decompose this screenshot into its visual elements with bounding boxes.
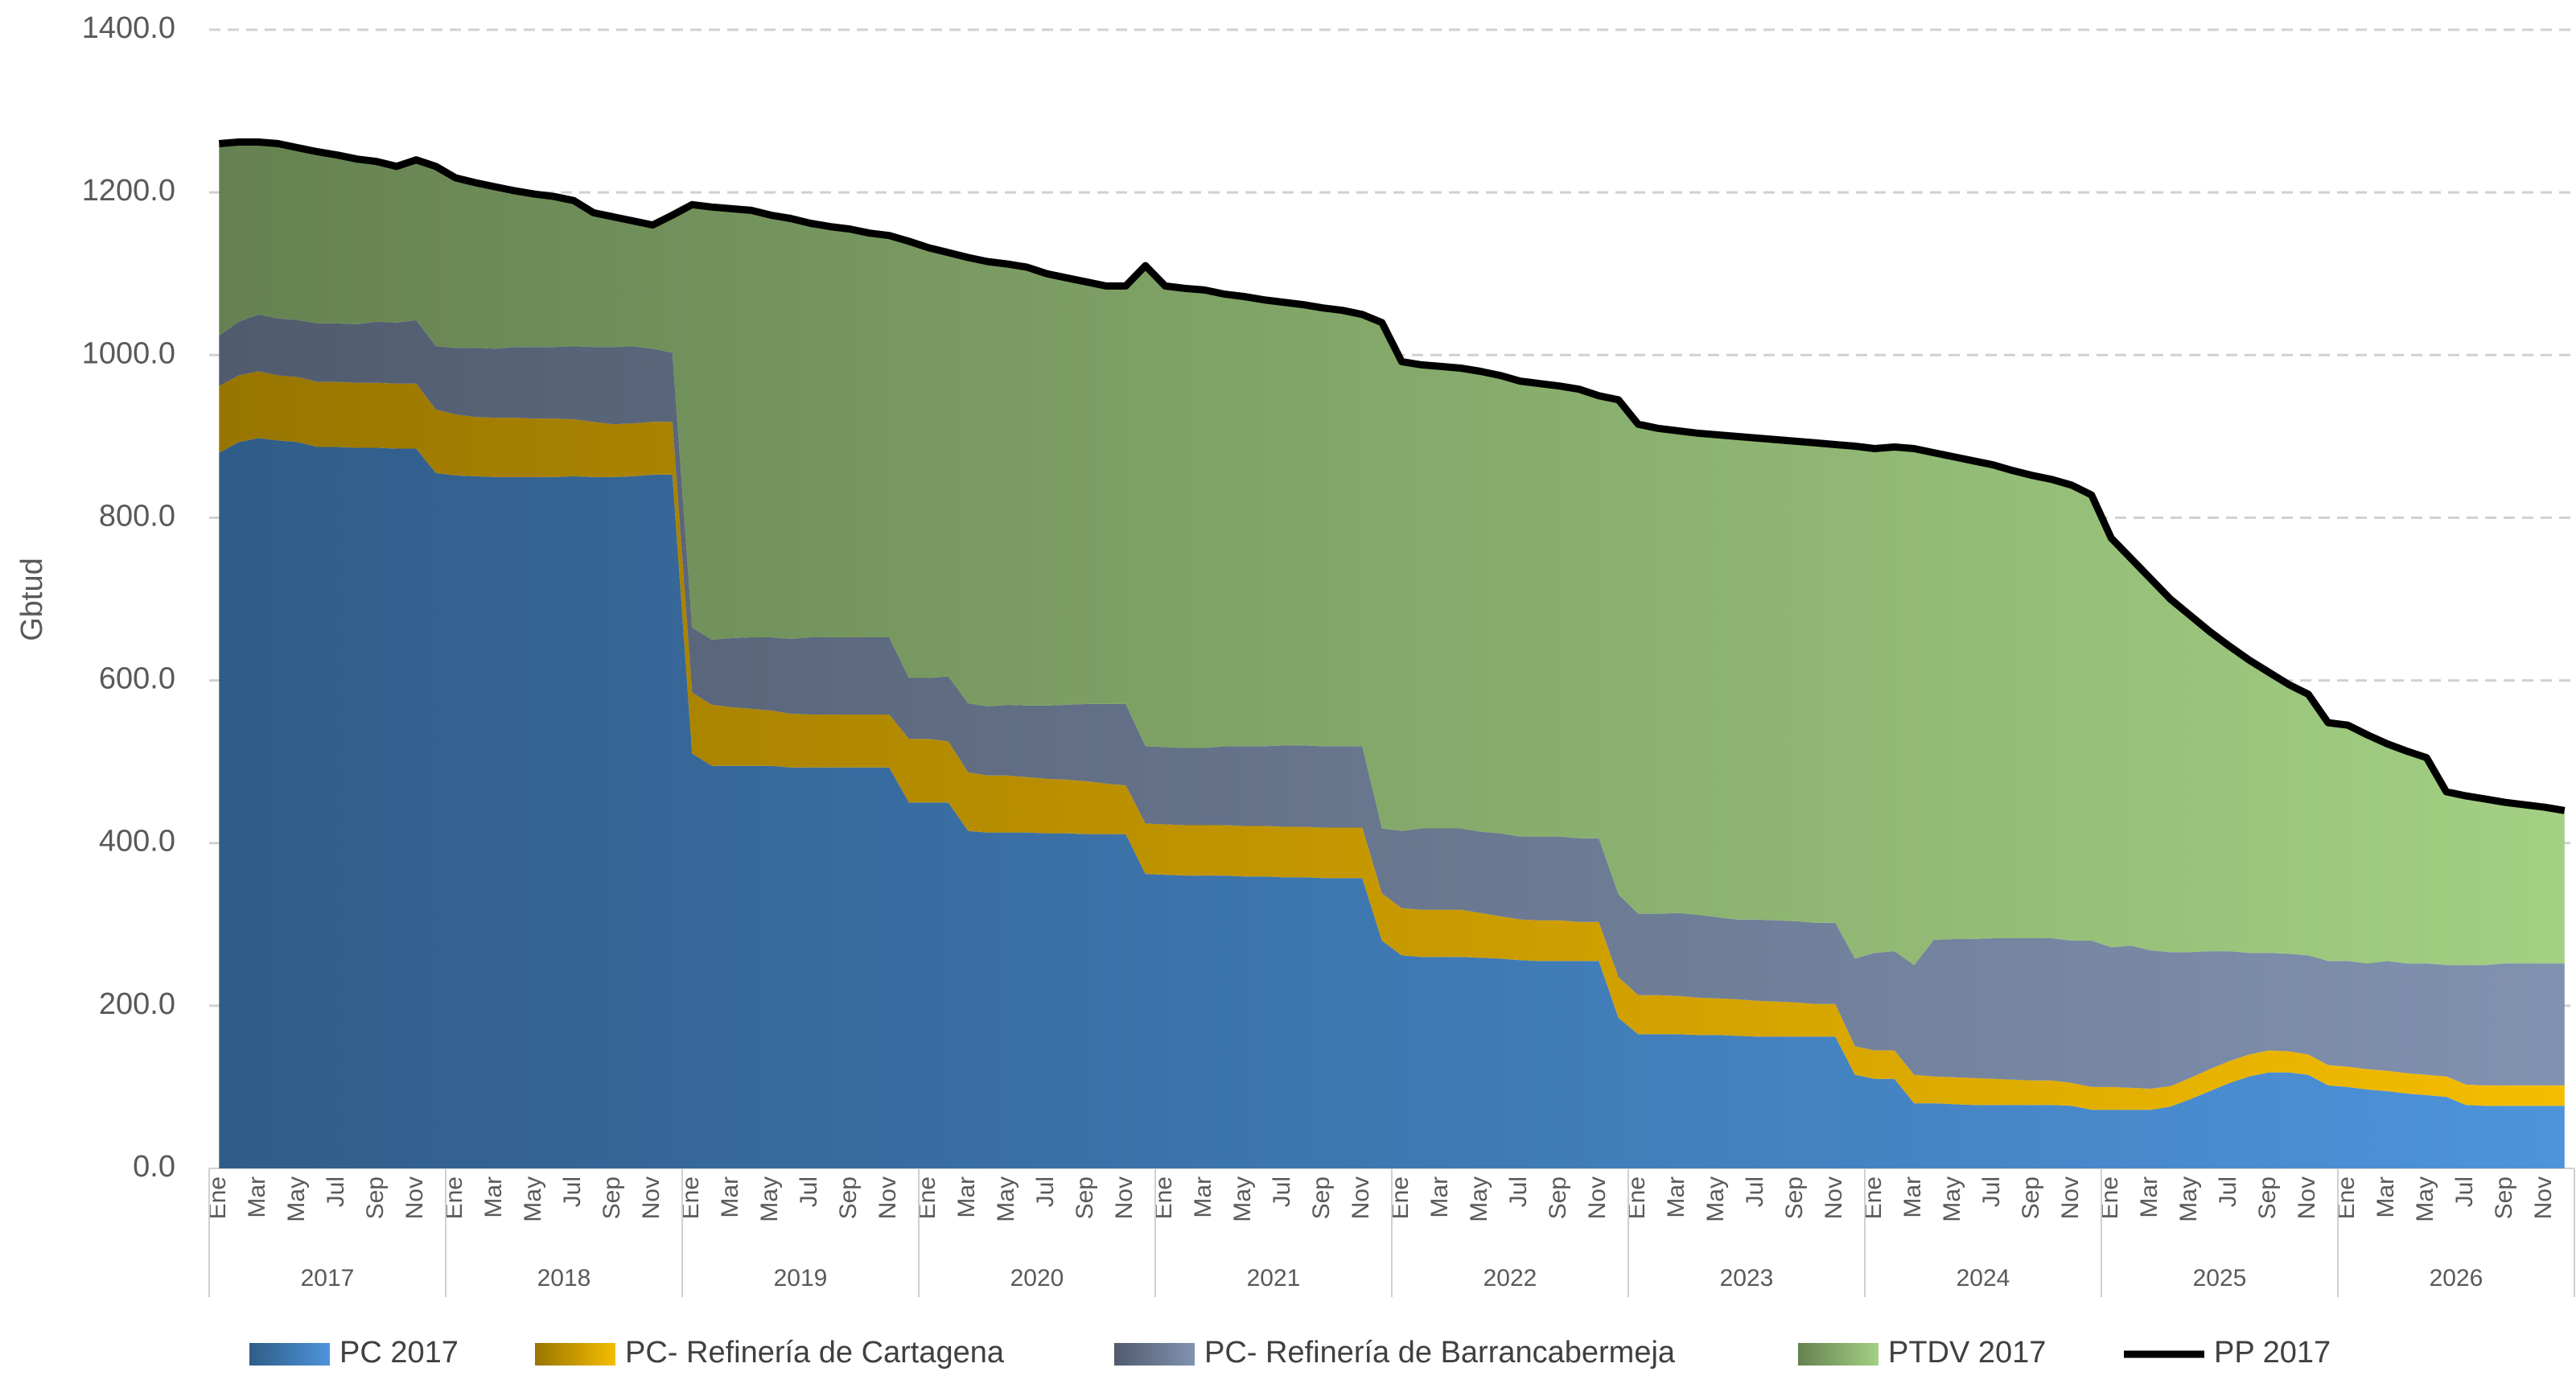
line: [218, 138, 2566, 814]
y-tick-label: 400.0: [99, 825, 175, 859]
x-tick-label: Mar: [717, 1176, 743, 1218]
x-tick-label: Nov: [2530, 1176, 2557, 1219]
x-tick-label: May: [2412, 1176, 2438, 1222]
year-label: 2020: [1010, 1265, 1064, 1291]
y-tick-label: 0.0: [133, 1150, 175, 1184]
x-tick-label: Sep: [599, 1176, 625, 1219]
y-tick-label: 1200.0: [82, 174, 175, 208]
x-tick-label: May: [2175, 1176, 2202, 1222]
x-tick-label: Jul: [796, 1176, 822, 1207]
y-tick-label: 800.0: [99, 499, 175, 533]
area: [219, 371, 2565, 1110]
x-tick-label: Sep: [1545, 1176, 1571, 1219]
x-tick-label: Sep: [1072, 1176, 1098, 1219]
x-tick-label: Mar: [244, 1176, 270, 1218]
area: [219, 314, 2565, 1089]
x-tick-label: Nov: [1348, 1176, 1374, 1219]
x-tick-label: Sep: [835, 1176, 862, 1219]
x-tick-label: Mar: [1663, 1176, 1689, 1218]
x-tick-label: Mar: [480, 1176, 507, 1218]
x-tick-label: May: [1229, 1176, 1256, 1222]
x-tick-label: Nov: [1584, 1176, 1611, 1219]
x-tick-label: May: [756, 1176, 783, 1222]
x-tick-label: Sep: [2491, 1176, 2517, 1219]
year-label: 2018: [537, 1265, 591, 1291]
x-tick-label: Jul: [2451, 1176, 2478, 1207]
year-label: 2021: [1247, 1265, 1301, 1291]
x-tick-label: Nov: [1821, 1176, 1847, 1219]
legend-label: PC- Refinería de Cartagena: [625, 1336, 1005, 1370]
year-label: 2026: [2430, 1265, 2483, 1291]
area: [219, 438, 2565, 1168]
y-tick-label: 1400.0: [82, 11, 175, 45]
year-label: 2024: [1957, 1265, 2010, 1291]
year-label: 2019: [774, 1265, 828, 1291]
x-tick-label: Jul: [1978, 1176, 2005, 1207]
x-tick-label: Nov: [874, 1176, 901, 1219]
x-tick-label: Jul: [559, 1176, 586, 1207]
y-tick-label: 600.0: [99, 662, 175, 696]
y-tick-label: 1000.0: [82, 336, 175, 370]
x-tick-label: Jul: [1269, 1176, 1295, 1207]
y-axis-label: Gbtud: [15, 558, 49, 641]
y-tick-label: 200.0: [99, 987, 175, 1021]
legend-swatch: [1114, 1343, 1195, 1366]
x-tick-label: Nov: [2294, 1176, 2320, 1219]
x-tick-label: Sep: [1781, 1176, 1808, 1219]
x-tick-label: May: [1466, 1176, 1492, 1222]
legend-label: PTDV 2017: [1888, 1336, 2046, 1370]
x-tick-label: Jul: [1032, 1176, 1059, 1207]
year-label: 2017: [301, 1265, 355, 1291]
x-tick-label: May: [1702, 1176, 1729, 1222]
x-tick-label: May: [520, 1176, 546, 1222]
legend-swatch: [249, 1343, 330, 1366]
year-label: 2025: [2193, 1265, 2247, 1291]
x-tick-label: Jul: [1505, 1176, 1532, 1207]
year-label: 2022: [1483, 1265, 1537, 1291]
x-tick-label: Sep: [362, 1176, 389, 1219]
x-tick-label: Jul: [1742, 1176, 1768, 1207]
x-tick-label: Mar: [1899, 1176, 1926, 1218]
legend-label: PC 2017: [339, 1336, 459, 1370]
legend-swatch: [535, 1343, 615, 1366]
x-tick-label: Sep: [2018, 1176, 2044, 1219]
x-tick-label: Sep: [1308, 1176, 1335, 1219]
x-tick-label: Nov: [401, 1176, 428, 1219]
year-label: 2023: [1720, 1265, 1774, 1291]
x-tick-label: Mar: [2372, 1176, 2399, 1218]
x-tick-label: Sep: [2254, 1176, 2281, 1219]
x-tick-label: Nov: [1111, 1176, 1138, 1219]
x-tick-label: Jul: [2215, 1176, 2241, 1207]
legend-label: PP 2017: [2214, 1336, 2331, 1370]
x-tick-label: May: [1939, 1176, 1965, 1222]
legend-label: PC- Refinería de Barrancabermeja: [1204, 1336, 1676, 1370]
x-tick-label: Jul: [323, 1176, 349, 1207]
x-tick-label: Nov: [638, 1176, 665, 1219]
x-tick-label: May: [283, 1176, 310, 1222]
x-tick-label: Mar: [953, 1176, 980, 1218]
x-tick-label: Mar: [2136, 1176, 2162, 1218]
x-tick-label: Nov: [2057, 1176, 2084, 1219]
area: [219, 142, 2565, 966]
x-tick-label: Mar: [1190, 1176, 1216, 1218]
x-tick-label: Mar: [1426, 1176, 1453, 1218]
x-tick-label: May: [993, 1176, 1019, 1222]
legend-swatch: [1798, 1343, 1879, 1366]
